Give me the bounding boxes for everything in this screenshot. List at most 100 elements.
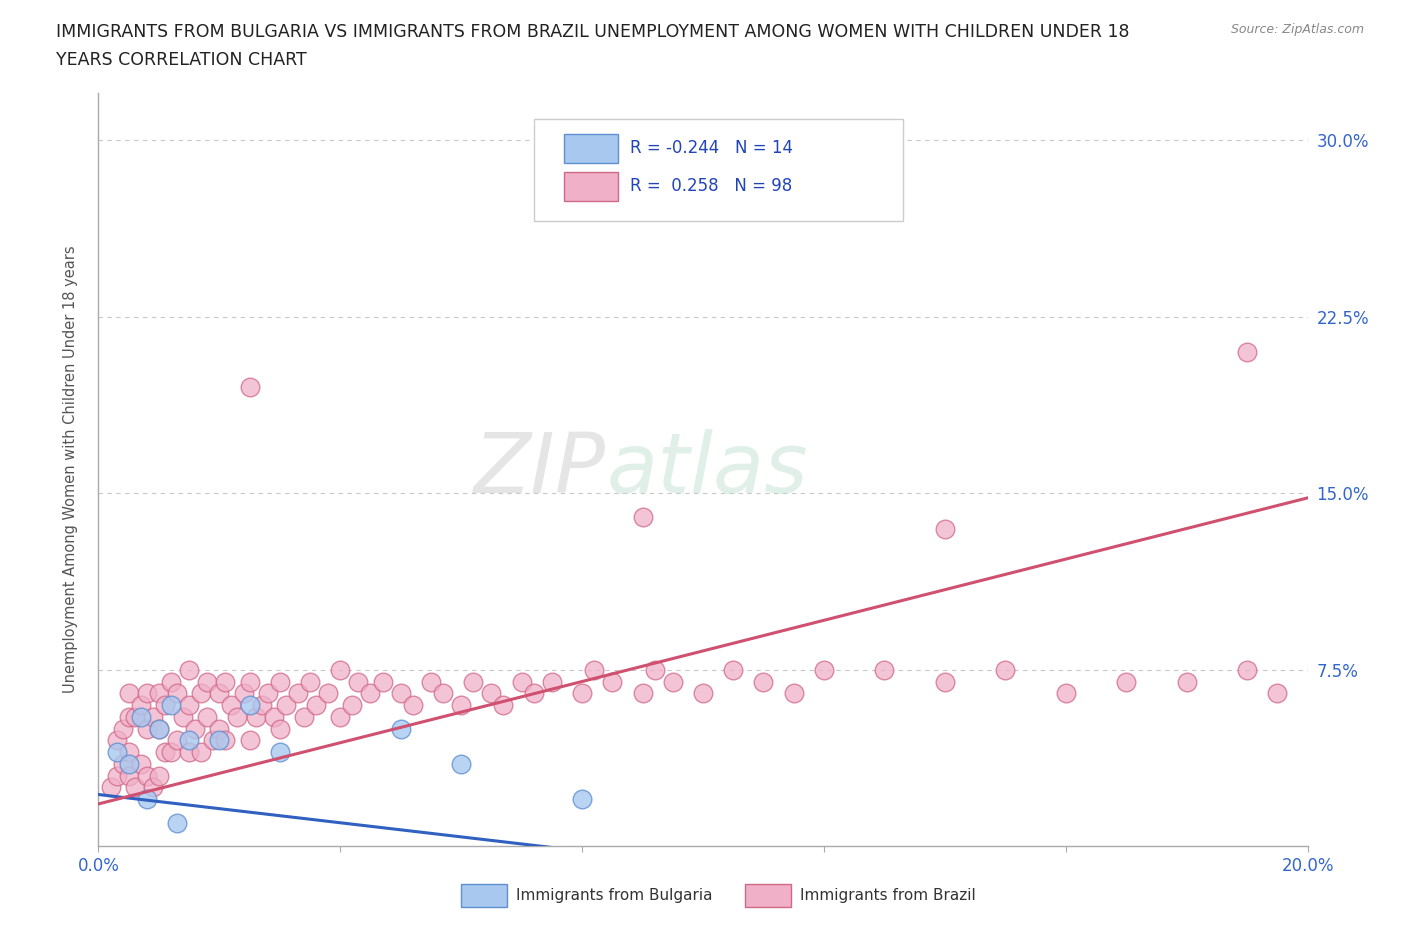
Point	[118, 710, 141, 724]
Point	[752, 674, 775, 689]
Point	[148, 721, 170, 736]
Point	[135, 721, 157, 736]
Point	[195, 674, 218, 689]
Bar	[461, 884, 508, 907]
Point	[463, 674, 485, 689]
Point	[1236, 662, 1258, 677]
Point	[305, 698, 328, 712]
Point	[347, 674, 370, 689]
Point	[329, 662, 352, 677]
Point	[1115, 674, 1137, 689]
Point	[644, 662, 666, 677]
Point	[111, 756, 134, 771]
Point	[245, 710, 267, 724]
Point	[153, 698, 176, 712]
Point	[232, 685, 254, 700]
Text: IMMIGRANTS FROM BULGARIA VS IMMIGRANTS FROM BRAZIL UNEMPLOYMENT AMONG WOMEN WITH: IMMIGRANTS FROM BULGARIA VS IMMIGRANTS F…	[56, 23, 1130, 41]
Point	[118, 685, 141, 700]
Point	[105, 768, 128, 783]
Point	[160, 698, 183, 712]
Point	[118, 756, 141, 771]
Point	[269, 721, 291, 736]
Point	[179, 733, 201, 748]
Point	[142, 710, 165, 724]
Point	[148, 721, 170, 736]
Point	[221, 698, 243, 712]
Point	[239, 698, 262, 712]
Point	[492, 698, 515, 712]
Point	[299, 674, 322, 689]
Point	[105, 733, 128, 748]
Point	[269, 745, 291, 760]
Point	[274, 698, 297, 712]
Point	[256, 685, 278, 700]
Point	[184, 721, 207, 736]
Point	[571, 791, 593, 806]
Point	[124, 780, 146, 795]
Y-axis label: Unemployment Among Women with Children Under 18 years: Unemployment Among Women with Children U…	[63, 246, 77, 694]
Point	[292, 710, 315, 724]
Text: ZIP: ZIP	[474, 429, 606, 511]
Point	[135, 768, 157, 783]
Text: atlas: atlas	[606, 429, 808, 511]
Point	[214, 733, 236, 748]
Point	[166, 733, 188, 748]
Point	[190, 685, 212, 700]
Point	[420, 674, 443, 689]
Text: Source: ZipAtlas.com: Source: ZipAtlas.com	[1230, 23, 1364, 36]
Point	[450, 756, 472, 771]
Point	[371, 674, 394, 689]
Point	[135, 791, 157, 806]
Point	[287, 685, 309, 700]
Point	[583, 662, 606, 677]
Point	[510, 674, 533, 689]
Point	[389, 721, 412, 736]
Point	[602, 674, 624, 689]
Point	[402, 698, 425, 712]
Point	[873, 662, 896, 677]
Point	[239, 674, 262, 689]
Point	[118, 768, 141, 783]
Text: Immigrants from Brazil: Immigrants from Brazil	[800, 888, 976, 903]
FancyBboxPatch shape	[534, 119, 903, 221]
Point	[129, 710, 152, 724]
Bar	[564, 135, 619, 163]
Point	[111, 721, 134, 736]
Point	[179, 745, 201, 760]
Point	[129, 698, 152, 712]
Point	[269, 674, 291, 689]
Point	[160, 674, 183, 689]
Point	[450, 698, 472, 712]
Point	[135, 685, 157, 700]
Point	[263, 710, 285, 724]
Point	[160, 745, 183, 760]
Point	[481, 685, 503, 700]
Point	[226, 710, 249, 724]
Point	[1267, 685, 1289, 700]
Point	[692, 685, 714, 700]
Point	[934, 521, 956, 536]
Point	[239, 379, 262, 394]
Point	[1236, 344, 1258, 359]
Point	[148, 685, 170, 700]
Point	[523, 685, 546, 700]
Point	[172, 710, 194, 724]
Point	[540, 674, 562, 689]
Point	[214, 674, 236, 689]
Text: R =  0.258   N = 98: R = 0.258 N = 98	[630, 177, 793, 194]
Point	[195, 710, 218, 724]
Point	[179, 662, 201, 677]
Point	[316, 685, 339, 700]
Point	[813, 662, 835, 677]
Point	[148, 768, 170, 783]
Point	[1054, 685, 1077, 700]
Point	[329, 710, 352, 724]
Point	[342, 698, 364, 712]
Point	[1175, 674, 1198, 689]
Point	[631, 685, 654, 700]
Point	[250, 698, 273, 712]
Bar	[564, 172, 619, 201]
Point	[105, 745, 128, 760]
Point	[389, 685, 412, 700]
Point	[129, 756, 152, 771]
